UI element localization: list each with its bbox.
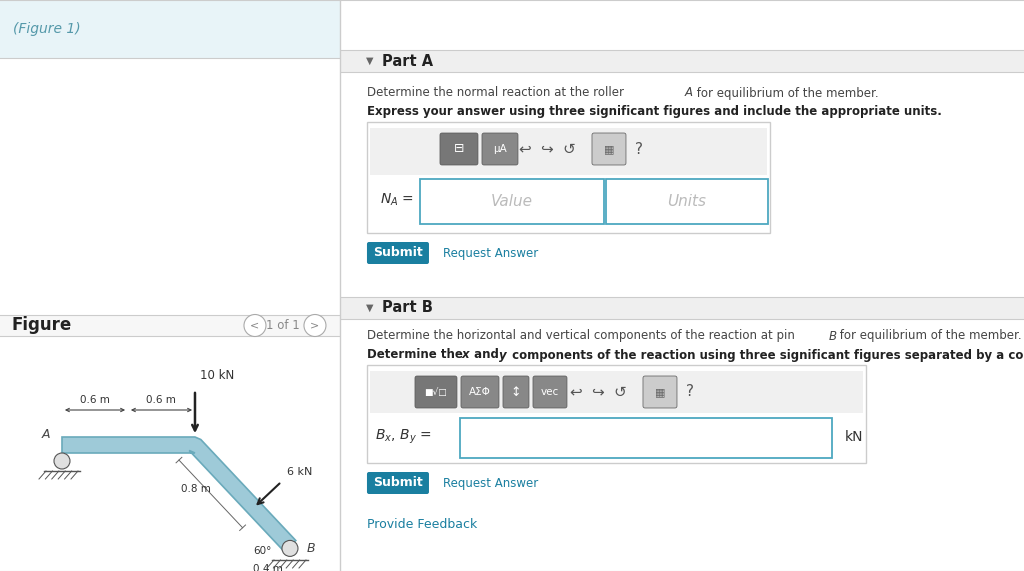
FancyBboxPatch shape	[461, 376, 499, 408]
FancyBboxPatch shape	[606, 179, 768, 224]
Text: 0.6 m: 0.6 m	[146, 395, 176, 405]
Text: >: >	[310, 320, 319, 331]
Text: <: <	[250, 320, 260, 331]
Text: B: B	[307, 541, 315, 554]
Text: Request Answer: Request Answer	[443, 477, 539, 489]
Text: Provide Feedback: Provide Feedback	[367, 517, 477, 530]
Circle shape	[54, 453, 70, 469]
Text: for equilibrium of the member.: for equilibrium of the member.	[836, 329, 1022, 343]
Circle shape	[244, 315, 266, 336]
Text: 0.6 m: 0.6 m	[80, 395, 110, 405]
Text: ■√□: ■√□	[425, 388, 447, 396]
Text: ▼: ▼	[366, 56, 374, 66]
Text: 10 kN: 10 kN	[200, 369, 234, 382]
Text: ⊟: ⊟	[454, 143, 464, 155]
FancyBboxPatch shape	[340, 50, 1024, 72]
Text: Submit: Submit	[373, 247, 423, 259]
Text: ↕: ↕	[511, 385, 521, 399]
Text: Units: Units	[668, 194, 707, 208]
Text: ?: ?	[686, 384, 694, 400]
Text: kN: kN	[845, 430, 863, 444]
Text: components of the reaction using three significant figures separated by a comma.: components of the reaction using three s…	[508, 348, 1024, 361]
Text: Request Answer: Request Answer	[443, 247, 539, 259]
FancyBboxPatch shape	[460, 418, 831, 458]
FancyBboxPatch shape	[367, 365, 866, 463]
Text: ?: ?	[635, 142, 643, 156]
FancyBboxPatch shape	[0, 0, 340, 58]
Text: $B_x$, $B_y$ =: $B_x$, $B_y$ =	[375, 428, 432, 446]
Text: 0.4 m: 0.4 m	[253, 564, 283, 571]
Text: A: A	[42, 428, 50, 441]
Text: ▦: ▦	[604, 144, 614, 154]
FancyBboxPatch shape	[415, 376, 457, 408]
Text: ΑΣΦ: ΑΣΦ	[469, 387, 490, 397]
FancyBboxPatch shape	[532, 376, 567, 408]
Text: x: x	[462, 348, 470, 361]
Text: $N_A$ =: $N_A$ =	[380, 192, 414, 208]
Text: μΑ: μΑ	[494, 144, 507, 154]
FancyBboxPatch shape	[482, 133, 518, 165]
Text: Part B: Part B	[382, 300, 433, 316]
FancyBboxPatch shape	[340, 297, 1024, 319]
FancyBboxPatch shape	[0, 315, 340, 336]
Text: Figure: Figure	[12, 316, 73, 335]
Text: Determine the: Determine the	[367, 348, 467, 361]
Text: ▦: ▦	[654, 387, 666, 397]
Text: ▼: ▼	[366, 303, 374, 313]
Text: Express your answer using three significant figures and include the appropriate : Express your answer using three signific…	[367, 106, 942, 119]
Text: 0.8 m: 0.8 m	[181, 484, 211, 494]
Text: Value: Value	[490, 194, 532, 208]
FancyBboxPatch shape	[592, 133, 626, 165]
FancyBboxPatch shape	[367, 472, 429, 494]
Text: Determine the normal reaction at the roller: Determine the normal reaction at the rol…	[367, 86, 628, 99]
FancyBboxPatch shape	[420, 179, 604, 224]
FancyBboxPatch shape	[370, 128, 767, 175]
Text: Determine the horizontal and vertical components of the reaction at pin: Determine the horizontal and vertical co…	[367, 329, 799, 343]
FancyBboxPatch shape	[367, 242, 429, 264]
Circle shape	[304, 315, 326, 336]
Text: Submit: Submit	[373, 477, 423, 489]
Text: vec: vec	[541, 387, 559, 397]
Text: for equilibrium of the member.: for equilibrium of the member.	[693, 86, 879, 99]
Text: ↺: ↺	[613, 384, 627, 400]
Text: ↪: ↪	[541, 142, 553, 156]
FancyBboxPatch shape	[643, 376, 677, 408]
Text: A: A	[685, 86, 693, 99]
Text: 1 of 1: 1 of 1	[266, 319, 300, 332]
Text: Part A: Part A	[382, 54, 433, 69]
Text: B: B	[829, 329, 837, 343]
Text: ↩: ↩	[518, 142, 531, 156]
Circle shape	[282, 540, 298, 556]
Text: 60°: 60°	[253, 546, 271, 556]
Text: ↩: ↩	[569, 384, 583, 400]
Polygon shape	[62, 437, 296, 552]
Text: (Figure 1): (Figure 1)	[13, 22, 81, 36]
Text: ↺: ↺	[562, 142, 575, 156]
FancyBboxPatch shape	[370, 371, 863, 413]
Text: y: y	[499, 348, 507, 361]
Text: and: and	[470, 348, 503, 361]
Text: 6 kN: 6 kN	[287, 467, 312, 477]
FancyBboxPatch shape	[440, 133, 478, 165]
FancyBboxPatch shape	[367, 122, 770, 233]
Text: ↪: ↪	[592, 384, 604, 400]
FancyBboxPatch shape	[503, 376, 529, 408]
